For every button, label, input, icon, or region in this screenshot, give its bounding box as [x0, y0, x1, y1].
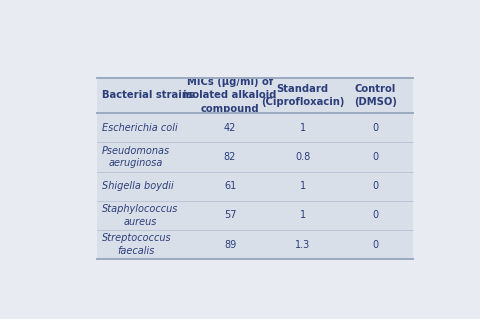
Text: 0: 0	[372, 181, 379, 191]
Text: 1: 1	[300, 181, 306, 191]
Text: MICs (μg/ml) of
isolated alkaloid
compound: MICs (μg/ml) of isolated alkaloid compou…	[183, 77, 276, 114]
FancyBboxPatch shape	[97, 78, 413, 259]
Text: Standard
(Ciprofloxacin): Standard (Ciprofloxacin)	[261, 84, 345, 107]
Text: Shigella boydii: Shigella boydii	[102, 181, 173, 191]
Text: Escherichia coli: Escherichia coli	[102, 123, 178, 133]
Text: Streptococcus
faecalis: Streptococcus faecalis	[102, 233, 171, 256]
Text: 1: 1	[300, 123, 306, 133]
Text: 0: 0	[372, 240, 379, 250]
Text: 0: 0	[372, 152, 379, 162]
Text: Staphylococcus
aureus: Staphylococcus aureus	[102, 204, 178, 227]
Text: 57: 57	[224, 211, 236, 220]
Text: 61: 61	[224, 181, 236, 191]
Text: 82: 82	[224, 152, 236, 162]
Text: 1: 1	[300, 211, 306, 220]
Text: Pseudomonas
aeruginosa: Pseudomonas aeruginosa	[102, 145, 170, 168]
Text: 42: 42	[224, 123, 236, 133]
Text: 0: 0	[372, 211, 379, 220]
Text: Bacterial strains: Bacterial strains	[102, 90, 194, 100]
Text: 89: 89	[224, 240, 236, 250]
Text: 0: 0	[372, 123, 379, 133]
Text: 0.8: 0.8	[295, 152, 311, 162]
Text: Control
(DMSO): Control (DMSO)	[354, 84, 397, 107]
Text: 1.3: 1.3	[295, 240, 311, 250]
